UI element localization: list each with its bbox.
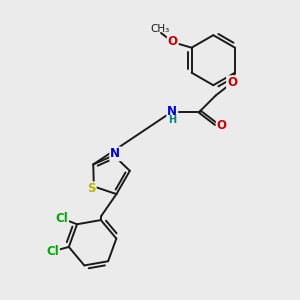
Text: N: N xyxy=(167,105,177,118)
Text: H: H xyxy=(168,116,176,125)
Text: CH₃: CH₃ xyxy=(151,24,170,34)
Text: O: O xyxy=(217,119,227,132)
Text: O: O xyxy=(168,35,178,48)
Text: S: S xyxy=(87,182,96,195)
Text: Cl: Cl xyxy=(46,245,59,258)
Text: Cl: Cl xyxy=(56,212,68,225)
Text: N: N xyxy=(110,147,120,160)
Text: O: O xyxy=(227,76,237,89)
